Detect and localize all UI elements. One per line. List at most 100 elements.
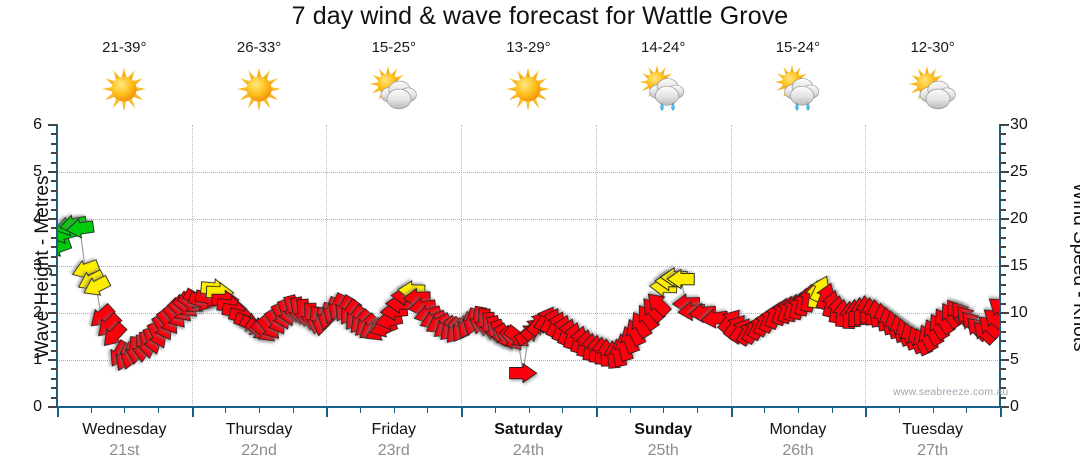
right-minor-tick (1000, 321, 1006, 324)
gridline-3 (57, 266, 1000, 267)
day-divider-1 (191, 125, 193, 407)
left-minor-tick (51, 293, 57, 296)
x-tick-minor (831, 407, 833, 413)
day-label-friday: Friday 23rd (326, 420, 461, 468)
left-minor-tick (51, 396, 57, 399)
left-minor-tick (51, 227, 57, 230)
right-minor-tick (1000, 161, 1006, 164)
day-divider-6 (865, 125, 867, 407)
right-minor-tick (1000, 142, 1006, 145)
right-minor-tick (1000, 152, 1006, 155)
right-tick-label-25: 25 (1010, 163, 1028, 180)
right-tick-5 (1000, 359, 1009, 361)
day-label-saturday: Saturday 24th (461, 420, 596, 468)
x-tick-major (461, 407, 464, 417)
partly-cloudy-icon (865, 58, 1000, 120)
day-divider-2 (326, 125, 328, 407)
day-date: 26th (782, 442, 814, 459)
right-minor-tick (1000, 255, 1006, 258)
right-minor-tick (1000, 368, 1006, 371)
x-tick-minor (259, 407, 261, 413)
left-minor-tick (51, 133, 57, 136)
left-tick-label-0: 0 (33, 398, 42, 415)
day-name: Saturday (494, 421, 563, 438)
left-tick-label-5: 5 (33, 163, 42, 180)
x-tick-major (730, 407, 733, 417)
day-date: 22nd (241, 442, 277, 459)
temperature-range: 13-29° (506, 39, 551, 56)
left-minor-tick (51, 152, 57, 155)
plot-area (57, 125, 1000, 407)
x-tick-minor (494, 407, 496, 413)
x-tick-minor (124, 407, 126, 413)
x-tick-minor (427, 407, 429, 413)
x-tick-minor (764, 407, 766, 413)
right-tick-20 (1000, 218, 1009, 220)
left-minor-tick (51, 255, 57, 258)
left-minor-tick (51, 368, 57, 371)
day-header-friday: 15-25° (326, 38, 461, 126)
gridline-1 (57, 360, 1000, 361)
wind-arrow (509, 362, 538, 384)
x-tick-minor (898, 407, 900, 413)
day-header-tuesday: 12-30° (865, 38, 1000, 126)
left-minor-tick (51, 330, 57, 333)
day-name: Wednesday (82, 421, 167, 438)
right-minor-tick (1000, 246, 1006, 249)
right-minor-tick (1000, 180, 1006, 183)
right-minor-tick (1000, 199, 1006, 202)
x-tick-minor (562, 407, 564, 413)
day-date: 24th (512, 442, 545, 459)
right-minor-tick (1000, 302, 1006, 305)
x-tick-minor (932, 407, 934, 413)
left-minor-tick (51, 377, 57, 380)
x-tick-major (326, 407, 329, 417)
wind-arrow (65, 218, 95, 239)
right-minor-tick (1000, 133, 1006, 136)
sunny-icon (192, 58, 327, 120)
right-minor-tick (1000, 236, 1006, 239)
temperature-range: 12-30° (910, 39, 955, 56)
x-tick-major (1000, 407, 1002, 417)
x-tick-minor (966, 407, 968, 413)
wind-arrow-series (57, 214, 1000, 384)
day-date: 27th (917, 442, 949, 459)
temperature-range: 15-25° (371, 39, 416, 56)
right-tick-30 (1000, 124, 1009, 126)
x-tick-minor (158, 407, 160, 413)
day-date: 25th (647, 442, 679, 459)
left-minor-tick (51, 349, 57, 352)
right-tick-label-0: 0 (1010, 398, 1019, 415)
left-minor-tick (51, 161, 57, 164)
left-tick-2 (48, 312, 57, 314)
left-tick-label-4: 4 (33, 210, 42, 227)
left-tick-5 (48, 171, 57, 173)
left-minor-tick (51, 387, 57, 390)
left-tick-4 (48, 218, 57, 220)
day-header-saturday: 13-29° (461, 38, 596, 126)
page-title: 7 day wind & wave forecast for Wattle Gr… (291, 2, 789, 30)
day-divider-5 (730, 125, 732, 407)
wind-arrow (666, 268, 695, 290)
x-tick-minor (528, 407, 530, 413)
day-label-monday: Monday 26th (731, 420, 866, 468)
right-tick-15 (1000, 265, 1009, 267)
left-minor-tick (51, 180, 57, 183)
left-minor-tick (51, 236, 57, 239)
wind-arrow (647, 293, 673, 318)
x-tick-major (595, 407, 598, 417)
temperature-range: 14-24° (641, 39, 686, 56)
left-minor-tick (51, 246, 57, 249)
right-tick-label-15: 15 (1010, 257, 1028, 274)
partly-cloudy-icon (326, 58, 461, 120)
day-header-sunday: 14-24° (596, 38, 731, 126)
day-label-thursday: Thursday 22nd (192, 420, 327, 468)
day-header-monday: 15-24° (731, 38, 866, 126)
left-tick-0 (48, 406, 57, 408)
x-tick-minor (90, 407, 92, 413)
day-name: Friday (371, 421, 416, 438)
right-tick-10 (1000, 312, 1009, 314)
watermark: www.seabreeze.com.au (893, 386, 1009, 398)
right-tick-label-10: 10 (1010, 304, 1028, 321)
right-tick-label-20: 20 (1010, 210, 1028, 227)
